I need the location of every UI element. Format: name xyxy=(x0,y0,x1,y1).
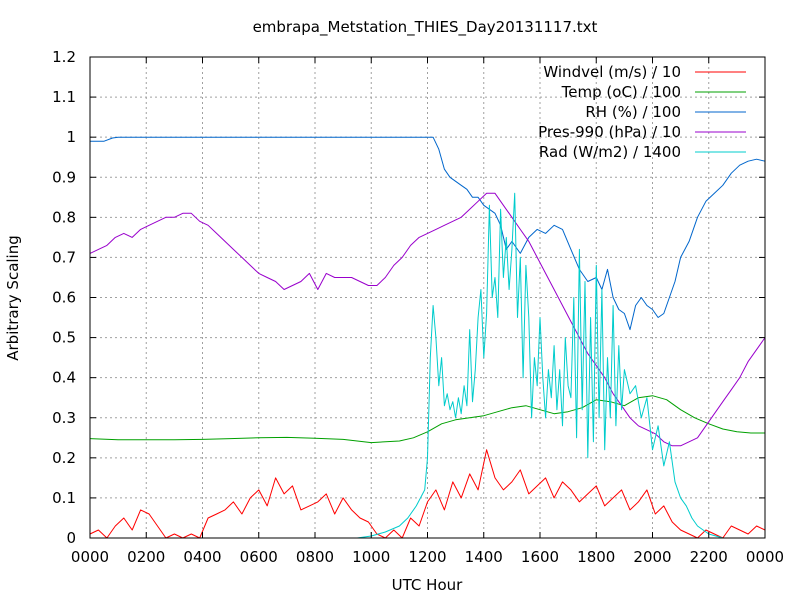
y-tick-label: 0 xyxy=(66,529,76,547)
series-layer xyxy=(89,136,766,539)
y-tick-label: 0.7 xyxy=(52,248,76,266)
x-tick-label: 0000 xyxy=(71,548,109,566)
ticks xyxy=(89,56,766,539)
y-tick-label: 0.4 xyxy=(52,369,76,387)
x-axis-label: UTC Hour xyxy=(392,576,463,594)
y-tick-label: 0.2 xyxy=(52,449,76,467)
y-tick-labels: 0 0.1 0.2 0.3 0.4 0.5 0.6 0.7 0.8 0.9 1 1.1 1.2 xyxy=(52,48,76,547)
y-tick-label: 0.3 xyxy=(52,409,76,427)
x-tick-label: 0200 xyxy=(127,548,165,566)
x-tick-label: 0400 xyxy=(183,548,221,566)
x-tick-label: 2200 xyxy=(690,548,728,566)
x-tick-label: 2000 xyxy=(633,548,671,566)
legend: Windvel (m/s) / 10 Temp (oC) / 100 RH (%) … xyxy=(538,63,746,161)
x-tick-label: 0600 xyxy=(240,548,278,566)
legend-label: Pres-990 (hPa) / 10 xyxy=(538,123,681,141)
legend-label: Windvel (m/s) / 10 xyxy=(543,63,681,81)
legend-label: Temp (oC) / 100 xyxy=(561,83,681,101)
legend-label: RH (%) / 100 xyxy=(585,103,681,121)
y-axis-label: Arbitrary Scaling xyxy=(4,235,22,361)
series-line xyxy=(89,192,766,447)
x-tick-label: 1600 xyxy=(521,548,559,566)
y-tick-label: 1.1 xyxy=(52,88,76,106)
y-tick-label: 1 xyxy=(66,128,76,146)
series-line xyxy=(89,449,766,539)
x-tick-label: 1400 xyxy=(465,548,503,566)
y-tick-label: 0.9 xyxy=(52,168,76,186)
x-tick-labels: 0000 0200 0400 0600 0800 1000 1200 1400 1600 1800… xyxy=(71,548,784,566)
y-tick-label: 0.8 xyxy=(52,208,76,226)
series-line xyxy=(90,136,766,331)
x-tick-label: 0000 xyxy=(746,548,784,566)
y-tick-label: 0.6 xyxy=(52,289,76,307)
y-tick-label: 1.2 xyxy=(52,48,76,66)
series-line xyxy=(89,395,765,444)
legend-label: Rad (W/m2) / 1400 xyxy=(539,143,681,161)
x-tick-label: 1200 xyxy=(408,548,446,566)
x-tick-label: 0800 xyxy=(296,548,334,566)
series-line xyxy=(90,192,765,539)
chart-title: embrapa_Metstation_THIES_Day20131117.txt xyxy=(253,18,598,37)
y-tick-label: 0.1 xyxy=(52,489,76,507)
x-tick-label: 1000 xyxy=(352,548,390,566)
y-tick-label: 0.5 xyxy=(52,329,76,347)
x-tick-label: 1800 xyxy=(577,548,615,566)
